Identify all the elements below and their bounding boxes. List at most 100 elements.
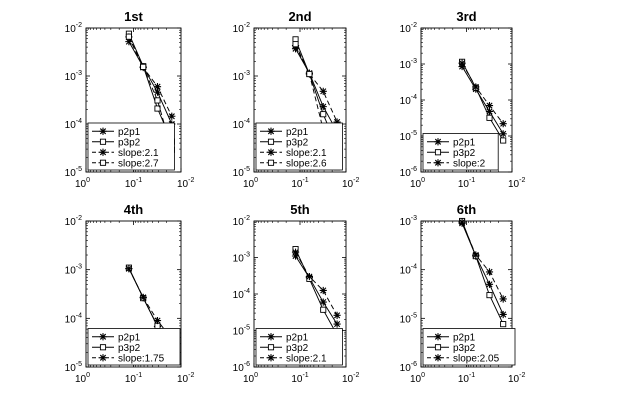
y-tick-label: 10-6 (400, 166, 417, 179)
x-tick-label: 100 (410, 177, 425, 190)
y-tick-label: 10-4 (233, 288, 250, 301)
legend-label: slope:2.7 (118, 158, 159, 169)
x-tick-label: 10-1 (291, 372, 308, 385)
legend-label: p2p1 (453, 332, 476, 343)
y-tick-label: 10-3 (233, 70, 250, 83)
y-tick-label: 10-3 (233, 252, 250, 265)
data-point-square (154, 97, 161, 104)
y-tick-label: 10-6 (233, 361, 250, 374)
series-1 (291, 252, 341, 328)
y-tick-label: 10-5 (400, 130, 417, 143)
legend-label: slope:2 (453, 158, 486, 169)
legend-label: slope:2.1 (286, 148, 327, 159)
legend-marker-star (267, 333, 275, 341)
x-tick-label: 10-2 (508, 372, 525, 385)
y-tick-label: 10-2 (233, 22, 250, 35)
y-tick-label: 10-4 (400, 94, 417, 107)
legend-marker-star (99, 354, 107, 362)
series-line (295, 48, 338, 132)
x-tick-label: 10-1 (291, 177, 308, 190)
legend-marker-square (267, 159, 275, 166)
legend-label: p2p1 (118, 332, 141, 343)
data-point-star (499, 130, 507, 138)
data-point-star (319, 103, 327, 111)
legend-marker-square (434, 344, 442, 351)
data-point-square (320, 111, 327, 118)
x-tick-label: 10-1 (458, 177, 475, 190)
legend-marker-square (99, 344, 107, 351)
data-point-star (499, 310, 507, 319)
y-tick-label: 10-5 (400, 312, 417, 325)
data-point-star (153, 83, 162, 91)
data-point-star (333, 311, 341, 319)
x-tick-label: 10-2 (177, 177, 194, 190)
y-tick-label: 10-2 (400, 22, 417, 35)
legend-label: p3p2 (286, 137, 309, 148)
x-tick-label: 10-2 (342, 372, 359, 385)
legend-label: p3p2 (453, 343, 476, 354)
x-tick-label: 10-2 (508, 177, 525, 190)
x-tick-label: 10-1 (458, 372, 475, 385)
series-line (295, 248, 338, 336)
legend-label: p3p2 (286, 343, 309, 354)
y-tick-label: 10-2 (65, 22, 82, 35)
legend-marker-square (267, 344, 275, 351)
y-tick-label: 10-4 (233, 118, 250, 131)
y-tick-label: 10-2 (233, 215, 250, 228)
data-point-star (319, 286, 327, 295)
x-tick-label: 100 (410, 372, 425, 385)
legend-marker-square (267, 138, 275, 145)
data-point-star (458, 218, 466, 226)
legend-marker-star (434, 138, 442, 146)
series-line (295, 43, 338, 168)
legend-marker-square (434, 149, 442, 156)
legend-marker-star (99, 127, 107, 135)
data-point-square (154, 105, 161, 112)
data-point-star (472, 251, 480, 259)
data-point-star (168, 112, 176, 120)
y-tick-label: 10-3 (65, 264, 82, 277)
series-3 (458, 59, 507, 128)
legend-label: slope:1.75 (118, 353, 165, 364)
legend-label: slope:2.05 (453, 353, 500, 364)
legend-label: p2p1 (453, 137, 476, 148)
y-tick-label: 10-5 (65, 166, 82, 179)
legend-marker-star (99, 148, 107, 156)
x-tick-label: 100 (243, 372, 258, 385)
chart-panel-4: 4th 100 10-1 10-2 10-2 10-3 10-4 10-5 p2p1p3p2sl… (65, 202, 195, 385)
data-point-star (472, 83, 480, 91)
data-point-star (499, 120, 507, 128)
panel-title: 5th (290, 202, 310, 217)
data-point-square (140, 63, 147, 70)
series-line (128, 41, 173, 125)
data-point-square (500, 321, 507, 328)
series-3 (291, 248, 341, 319)
data-point-star (485, 107, 494, 116)
panel-title: 3rd (456, 9, 476, 24)
series-line (461, 61, 504, 141)
series-line (128, 36, 173, 150)
y-tick-label: 10-3 (65, 70, 82, 83)
data-point-square (486, 114, 493, 121)
data-point-square (292, 41, 299, 48)
data-point-star (125, 265, 133, 273)
data-point-star (319, 87, 327, 95)
data-point-star (319, 298, 327, 306)
x-tick-label: 10-1 (125, 372, 142, 385)
legend-label: p3p2 (118, 137, 141, 148)
y-tick-label: 10-4 (65, 118, 82, 131)
data-point-star (291, 252, 300, 260)
y-tick-label: 10-3 (400, 215, 417, 228)
legend-marker-star (267, 354, 275, 362)
legend-marker-star (99, 333, 107, 341)
data-point-star (485, 101, 494, 110)
data-point-star (485, 268, 494, 276)
panel-title: 6th (457, 202, 477, 217)
